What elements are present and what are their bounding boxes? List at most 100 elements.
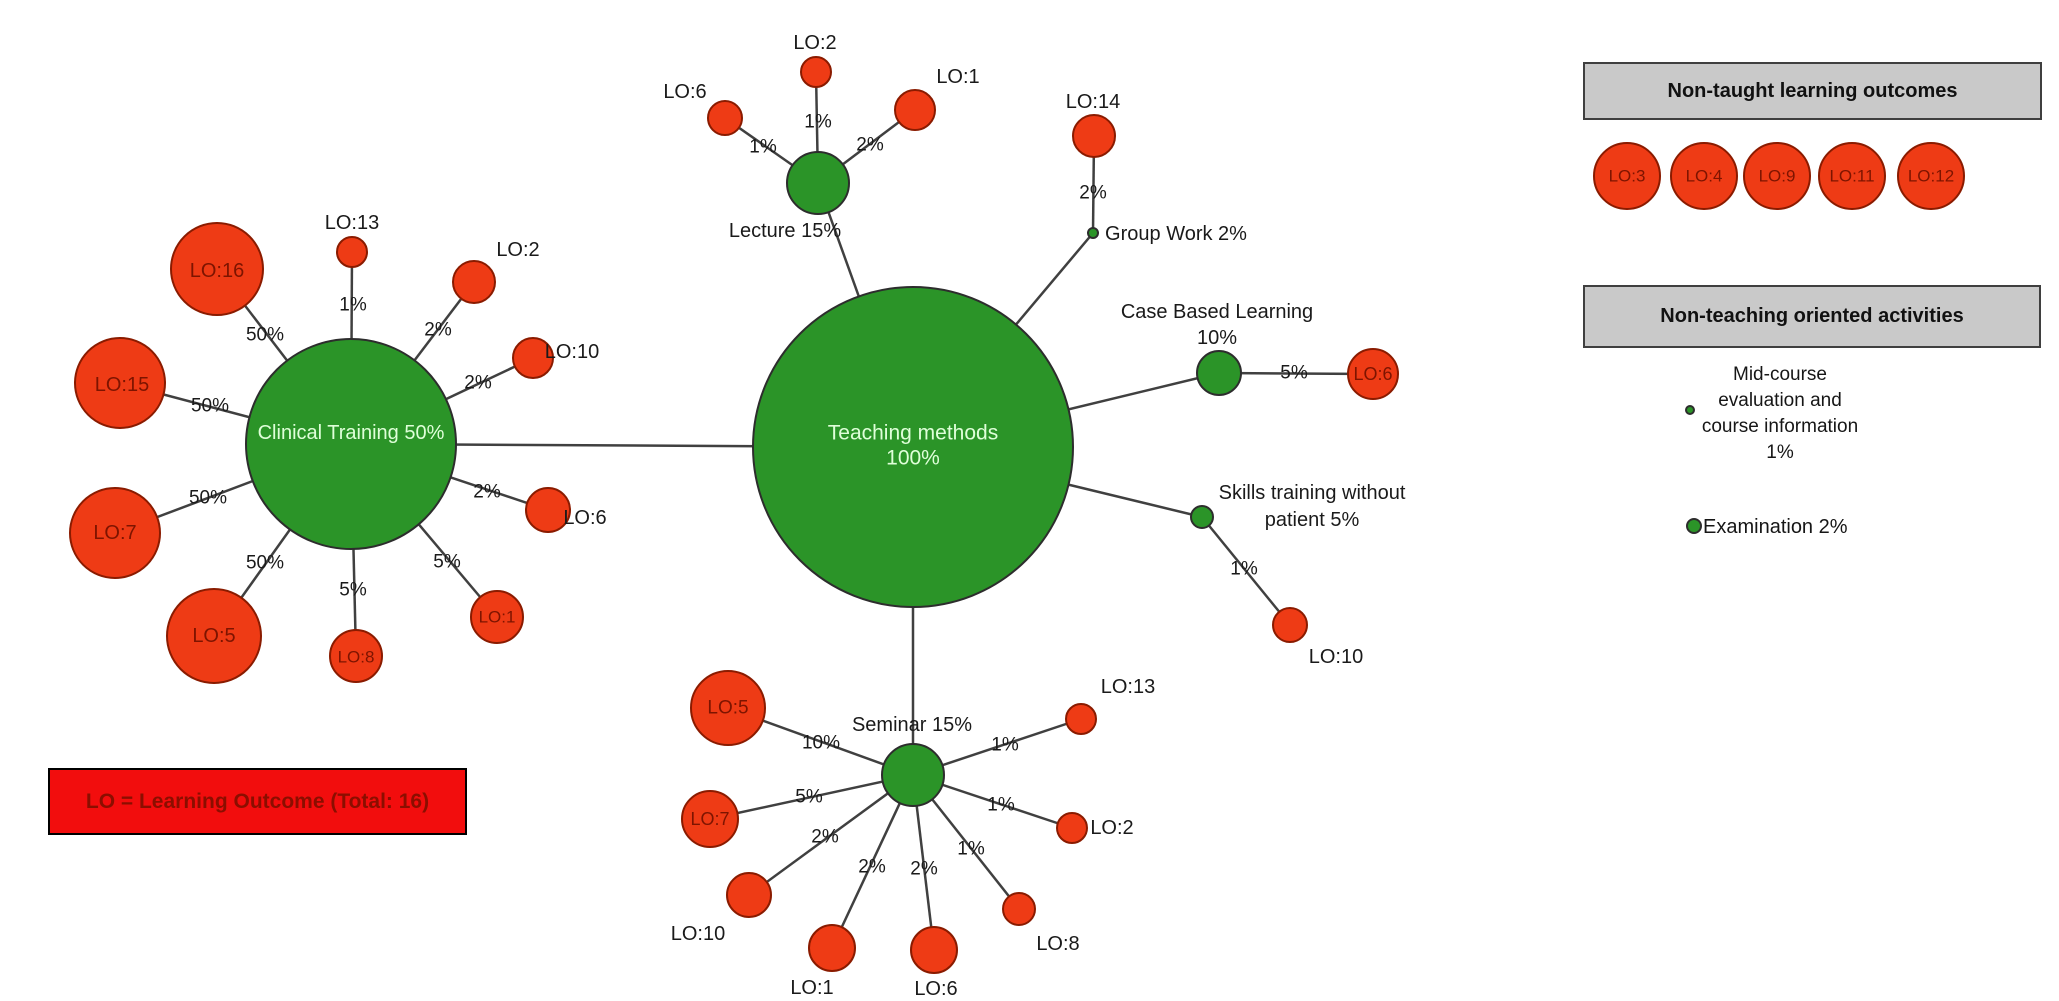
- midcourse-line-2: evaluation and: [1718, 390, 1842, 411]
- label-lo8c-label: LO:8: [338, 648, 375, 667]
- node-leg4: [1670, 142, 1738, 210]
- node-lecture: [786, 151, 850, 215]
- node-lo13s: [1065, 703, 1097, 735]
- midcourse-line-3: course information: [1701, 416, 1859, 437]
- label-pct-cbl-lo6: 5%: [1280, 363, 1308, 384]
- node-leg11: [1818, 142, 1886, 210]
- label-pct-c-lo10: 2%: [464, 373, 492, 394]
- label-lo5s-label: LO:5: [707, 698, 748, 719]
- label-leg12-label: LO:12: [1908, 167, 1954, 186]
- label-lo2s-label: LO:2: [1090, 817, 1133, 839]
- label-skills-label-line1: Skills training without: [1219, 482, 1406, 504]
- node-lo14: [1072, 114, 1116, 158]
- node-lo1s: [808, 924, 856, 972]
- label-pct-s-lo6: 2%: [910, 859, 938, 880]
- node-lo6l: [707, 100, 743, 136]
- node-exam-dot: [1686, 518, 1702, 534]
- label-leg11-label: LO:11: [1829, 167, 1874, 186]
- label-pct-c-lo15: 50%: [191, 396, 229, 417]
- label-lo2c-label: LO:2: [496, 239, 539, 261]
- midcourse-line-4: 1%: [1766, 442, 1794, 463]
- label-pct-s-lo1: 2%: [858, 857, 886, 878]
- label-clinical-label: Clinical Training 50%: [258, 422, 445, 444]
- lo-note-text: LO = Learning Outcome (Total: 16): [85, 789, 430, 813]
- label-lo5c-label: LO:5: [192, 625, 235, 647]
- legend-non-taught-title: Non-taught learning outcomes: [1667, 79, 1958, 102]
- label-pct-c-lo7: 50%: [189, 488, 227, 509]
- label-pct-s-lo2: 1%: [987, 795, 1015, 816]
- node-lo2s: [1056, 812, 1088, 844]
- node-lo5c: [166, 588, 262, 684]
- label-lo7s-label: LO:7: [690, 809, 729, 829]
- node-lo1c: [470, 590, 524, 644]
- midcourse-line-1: Mid-course: [1733, 364, 1827, 385]
- label-pct-s-lo7: 5%: [795, 787, 823, 808]
- label-pct-c-lo16: 50%: [246, 325, 284, 346]
- label-pct-sk-lo10: 1%: [1230, 559, 1258, 580]
- node-groupwork: [1087, 227, 1099, 239]
- label-lo13c-label: LO:13: [325, 212, 379, 234]
- label-lo13s-label: LO:13: [1101, 676, 1155, 698]
- label-pct-c-lo1: 5%: [433, 552, 461, 573]
- node-lo5s: [690, 670, 766, 746]
- label-lo6b-label: LO:6: [1353, 364, 1392, 384]
- label-lo10s-label: LO:10: [1309, 646, 1363, 668]
- edge-skills-lo10s: [1201, 516, 1291, 626]
- node-lo10m: [726, 872, 772, 918]
- node-leg3: [1593, 142, 1661, 210]
- label-cbl-label-line1: Case Based Learning: [1121, 301, 1313, 323]
- node-lo7s: [681, 790, 739, 848]
- label-pct-s-lo5: 10%: [802, 733, 840, 754]
- label-cbl-label-line2: 10%: [1197, 327, 1237, 349]
- examination-label: Examination 2%: [1703, 516, 1848, 538]
- midcourse-evaluation-label: Mid-course evaluation and course informa…: [1670, 362, 1890, 466]
- node-seminar: [881, 743, 945, 807]
- node-clinical: [245, 338, 457, 550]
- label-pct-l-lo6: 1%: [749, 137, 777, 158]
- label-lo6c-label: LO:6: [563, 507, 606, 529]
- node-lo1l: [894, 89, 936, 131]
- node-cbl: [1196, 350, 1242, 396]
- node-leg12: [1897, 142, 1965, 210]
- label-pct-l-lo2: 1%: [804, 112, 832, 133]
- label-lo14-label: LO:14: [1066, 91, 1120, 113]
- label-leg9-label: LO:9: [1759, 167, 1796, 186]
- node-midcourse-dot: [1685, 405, 1695, 415]
- edge-seminar-lo7s: [709, 773, 914, 821]
- node-lo10s: [1272, 607, 1308, 643]
- label-lo10m-label: LO:10: [671, 923, 725, 945]
- node-lo2l: [800, 56, 832, 88]
- legend-non-teaching-title: Non-teaching oriented activities: [1660, 305, 1964, 327]
- node-lo15: [74, 337, 166, 429]
- label-pct-l-lo1: 2%: [856, 135, 884, 156]
- lo-note-box: LO = Learning Outcome (Total: 16): [48, 768, 467, 835]
- label-lo15-label: LO:15: [95, 374, 149, 396]
- label-pct-s-lo13: 1%: [991, 735, 1019, 756]
- label-lo6s-label: LO:6: [914, 978, 957, 1000]
- label-groupwork-label: Group Work 2%: [1105, 223, 1247, 245]
- label-lo6l-label: LO:6: [663, 81, 706, 103]
- node-lo8s: [1002, 892, 1036, 926]
- node-lo2c: [452, 260, 496, 304]
- label-teaching-label-line1: Teaching methods: [828, 422, 998, 445]
- node-lo8c: [329, 629, 383, 683]
- node-lo6b: [1347, 348, 1399, 400]
- node-lo13c: [336, 236, 368, 268]
- label-pct-c-lo5: 50%: [246, 553, 284, 574]
- node-lo16: [170, 222, 264, 316]
- node-leg9: [1743, 142, 1811, 210]
- node-lo6c: [525, 487, 571, 533]
- node-teaching: [752, 286, 1074, 608]
- label-lo8s-label: LO:8: [1036, 933, 1079, 955]
- label-lo1s-label: LO:1: [790, 977, 833, 999]
- label-pct-s-lo10: 2%: [811, 827, 839, 848]
- label-lo7c-label: LO:7: [93, 522, 136, 544]
- label-pct-c-lo2: 2%: [424, 320, 452, 341]
- label-lo16-label: LO:16: [190, 260, 244, 282]
- label-lecture-label: Lecture 15%: [729, 220, 842, 242]
- node-lo10c: [512, 337, 554, 379]
- label-pct-s-lo8: 1%: [957, 839, 985, 860]
- label-pct-gw-lo14: 2%: [1079, 183, 1107, 204]
- node-lo6s: [910, 926, 958, 974]
